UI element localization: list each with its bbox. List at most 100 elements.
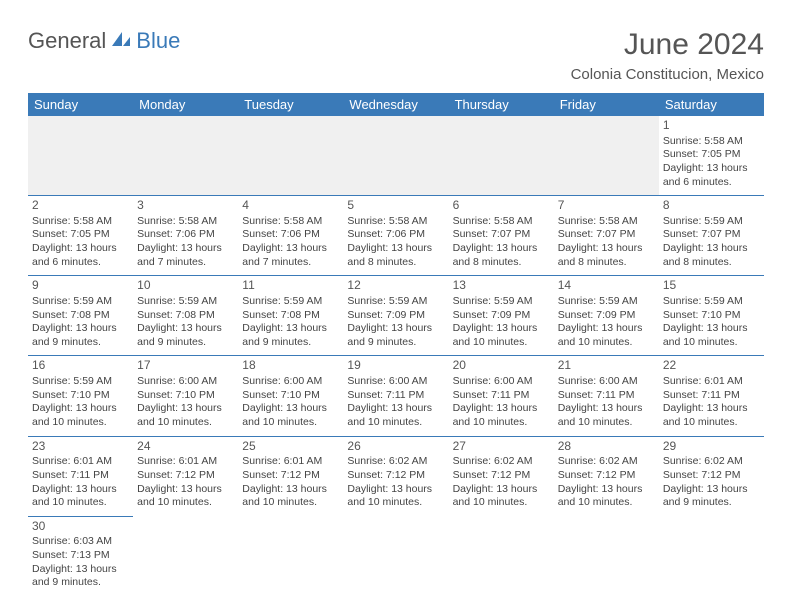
weekday-header: Saturday xyxy=(659,93,764,116)
sunrise-line: Sunrise: 6:02 AM xyxy=(558,455,655,469)
sunset-line: Sunset: 7:06 PM xyxy=(137,228,234,242)
calendar-day-cell: 20Sunrise: 6:00 AMSunset: 7:11 PMDayligh… xyxy=(449,356,554,436)
weekday-header-row: Sunday Monday Tuesday Wednesday Thursday… xyxy=(28,93,764,116)
daylight1-line: Daylight: 13 hours xyxy=(558,322,655,336)
calendar-day-cell: 24Sunrise: 6:01 AMSunset: 7:12 PMDayligh… xyxy=(133,436,238,516)
daylight2-line: and 7 minutes. xyxy=(242,256,339,270)
weekday-header: Wednesday xyxy=(343,93,448,116)
daylight2-line: and 10 minutes. xyxy=(453,496,550,510)
daylight2-line: and 9 minutes. xyxy=(663,496,760,510)
daylight2-line: and 10 minutes. xyxy=(558,496,655,510)
weekday-header: Sunday xyxy=(28,93,133,116)
sunset-line: Sunset: 7:10 PM xyxy=(242,389,339,403)
daylight1-line: Daylight: 13 hours xyxy=(137,402,234,416)
daylight2-line: and 9 minutes. xyxy=(347,336,444,350)
sunset-line: Sunset: 7:09 PM xyxy=(558,309,655,323)
sunrise-line: Sunrise: 5:58 AM xyxy=(558,215,655,229)
day-number: 13 xyxy=(453,278,550,294)
daylight1-line: Daylight: 13 hours xyxy=(347,242,444,256)
sunset-line: Sunset: 7:05 PM xyxy=(32,228,129,242)
sunset-line: Sunset: 7:09 PM xyxy=(347,309,444,323)
daylight2-line: and 10 minutes. xyxy=(347,416,444,430)
daylight2-line: and 10 minutes. xyxy=(663,416,760,430)
calendar-day-cell: 27Sunrise: 6:02 AMSunset: 7:12 PMDayligh… xyxy=(449,436,554,516)
sunrise-line: Sunrise: 6:00 AM xyxy=(453,375,550,389)
daylight2-line: and 10 minutes. xyxy=(453,416,550,430)
sunrise-line: Sunrise: 5:58 AM xyxy=(242,215,339,229)
calendar-day-cell: 22Sunrise: 6:01 AMSunset: 7:11 PMDayligh… xyxy=(659,356,764,436)
sunset-line: Sunset: 7:05 PM xyxy=(663,148,760,162)
sunrise-line: Sunrise: 5:59 AM xyxy=(663,215,760,229)
sunset-line: Sunset: 7:08 PM xyxy=(32,309,129,323)
sunrise-line: Sunrise: 6:01 AM xyxy=(663,375,760,389)
sunset-line: Sunset: 7:09 PM xyxy=(453,309,550,323)
day-number: 9 xyxy=(32,278,129,294)
calendar-day-cell: 4Sunrise: 5:58 AMSunset: 7:06 PMDaylight… xyxy=(238,196,343,276)
sunrise-line: Sunrise: 5:58 AM xyxy=(453,215,550,229)
sunrise-line: Sunrise: 6:00 AM xyxy=(137,375,234,389)
sunrise-line: Sunrise: 6:02 AM xyxy=(663,455,760,469)
sunset-line: Sunset: 7:07 PM xyxy=(663,228,760,242)
sunrise-line: Sunrise: 5:59 AM xyxy=(558,295,655,309)
day-number: 26 xyxy=(347,439,444,455)
day-number: 22 xyxy=(663,358,760,374)
sunrise-line: Sunrise: 6:00 AM xyxy=(558,375,655,389)
calendar-day-cell xyxy=(449,516,554,596)
calendar-week-row: 1Sunrise: 5:58 AMSunset: 7:05 PMDaylight… xyxy=(28,116,764,196)
calendar-day-cell xyxy=(238,516,343,596)
daylight2-line: and 10 minutes. xyxy=(663,336,760,350)
daylight1-line: Daylight: 13 hours xyxy=(32,402,129,416)
calendar-day-cell: 30Sunrise: 6:03 AMSunset: 7:13 PMDayligh… xyxy=(28,516,133,596)
calendar-day-cell xyxy=(554,516,659,596)
sunrise-line: Sunrise: 5:59 AM xyxy=(453,295,550,309)
calendar-day-cell: 3Sunrise: 5:58 AMSunset: 7:06 PMDaylight… xyxy=(133,196,238,276)
daylight2-line: and 9 minutes. xyxy=(32,576,129,590)
calendar-day-cell: 19Sunrise: 6:00 AMSunset: 7:11 PMDayligh… xyxy=(343,356,448,436)
sunset-line: Sunset: 7:11 PM xyxy=(32,469,129,483)
weekday-header: Thursday xyxy=(449,93,554,116)
day-number: 30 xyxy=(32,519,129,535)
calendar-day-cell: 26Sunrise: 6:02 AMSunset: 7:12 PMDayligh… xyxy=(343,436,448,516)
daylight1-line: Daylight: 13 hours xyxy=(32,483,129,497)
day-number: 1 xyxy=(663,118,760,134)
logo: General Blue xyxy=(28,28,180,54)
day-number: 28 xyxy=(558,439,655,455)
day-number: 27 xyxy=(453,439,550,455)
calendar-day-cell xyxy=(343,116,448,196)
daylight2-line: and 10 minutes. xyxy=(32,416,129,430)
daylight1-line: Daylight: 13 hours xyxy=(558,483,655,497)
daylight1-line: Daylight: 13 hours xyxy=(242,322,339,336)
day-number: 11 xyxy=(242,278,339,294)
daylight1-line: Daylight: 13 hours xyxy=(558,242,655,256)
daylight2-line: and 8 minutes. xyxy=(347,256,444,270)
sunset-line: Sunset: 7:10 PM xyxy=(32,389,129,403)
daylight2-line: and 9 minutes. xyxy=(32,336,129,350)
logo-text-general: General xyxy=(28,28,106,54)
daylight2-line: and 10 minutes. xyxy=(453,336,550,350)
daylight1-line: Daylight: 13 hours xyxy=(347,483,444,497)
calendar-day-cell: 5Sunrise: 5:58 AMSunset: 7:06 PMDaylight… xyxy=(343,196,448,276)
daylight1-line: Daylight: 13 hours xyxy=(453,322,550,336)
day-number: 10 xyxy=(137,278,234,294)
calendar-day-cell xyxy=(554,116,659,196)
sunset-line: Sunset: 7:08 PM xyxy=(137,309,234,323)
daylight2-line: and 9 minutes. xyxy=(242,336,339,350)
day-number: 2 xyxy=(32,198,129,214)
sunset-line: Sunset: 7:11 PM xyxy=(347,389,444,403)
calendar-day-cell: 14Sunrise: 5:59 AMSunset: 7:09 PMDayligh… xyxy=(554,276,659,356)
day-number: 18 xyxy=(242,358,339,374)
sunset-line: Sunset: 7:06 PM xyxy=(347,228,444,242)
sunset-line: Sunset: 7:07 PM xyxy=(453,228,550,242)
daylight1-line: Daylight: 13 hours xyxy=(558,402,655,416)
sunrise-line: Sunrise: 6:03 AM xyxy=(32,535,129,549)
day-number: 6 xyxy=(453,198,550,214)
sunrise-line: Sunrise: 5:59 AM xyxy=(242,295,339,309)
sunset-line: Sunset: 7:12 PM xyxy=(137,469,234,483)
daylight1-line: Daylight: 13 hours xyxy=(242,242,339,256)
calendar-day-cell: 18Sunrise: 6:00 AMSunset: 7:10 PMDayligh… xyxy=(238,356,343,436)
day-number: 19 xyxy=(347,358,444,374)
daylight2-line: and 6 minutes. xyxy=(32,256,129,270)
daylight2-line: and 7 minutes. xyxy=(137,256,234,270)
sunrise-line: Sunrise: 6:01 AM xyxy=(242,455,339,469)
sunset-line: Sunset: 7:11 PM xyxy=(558,389,655,403)
